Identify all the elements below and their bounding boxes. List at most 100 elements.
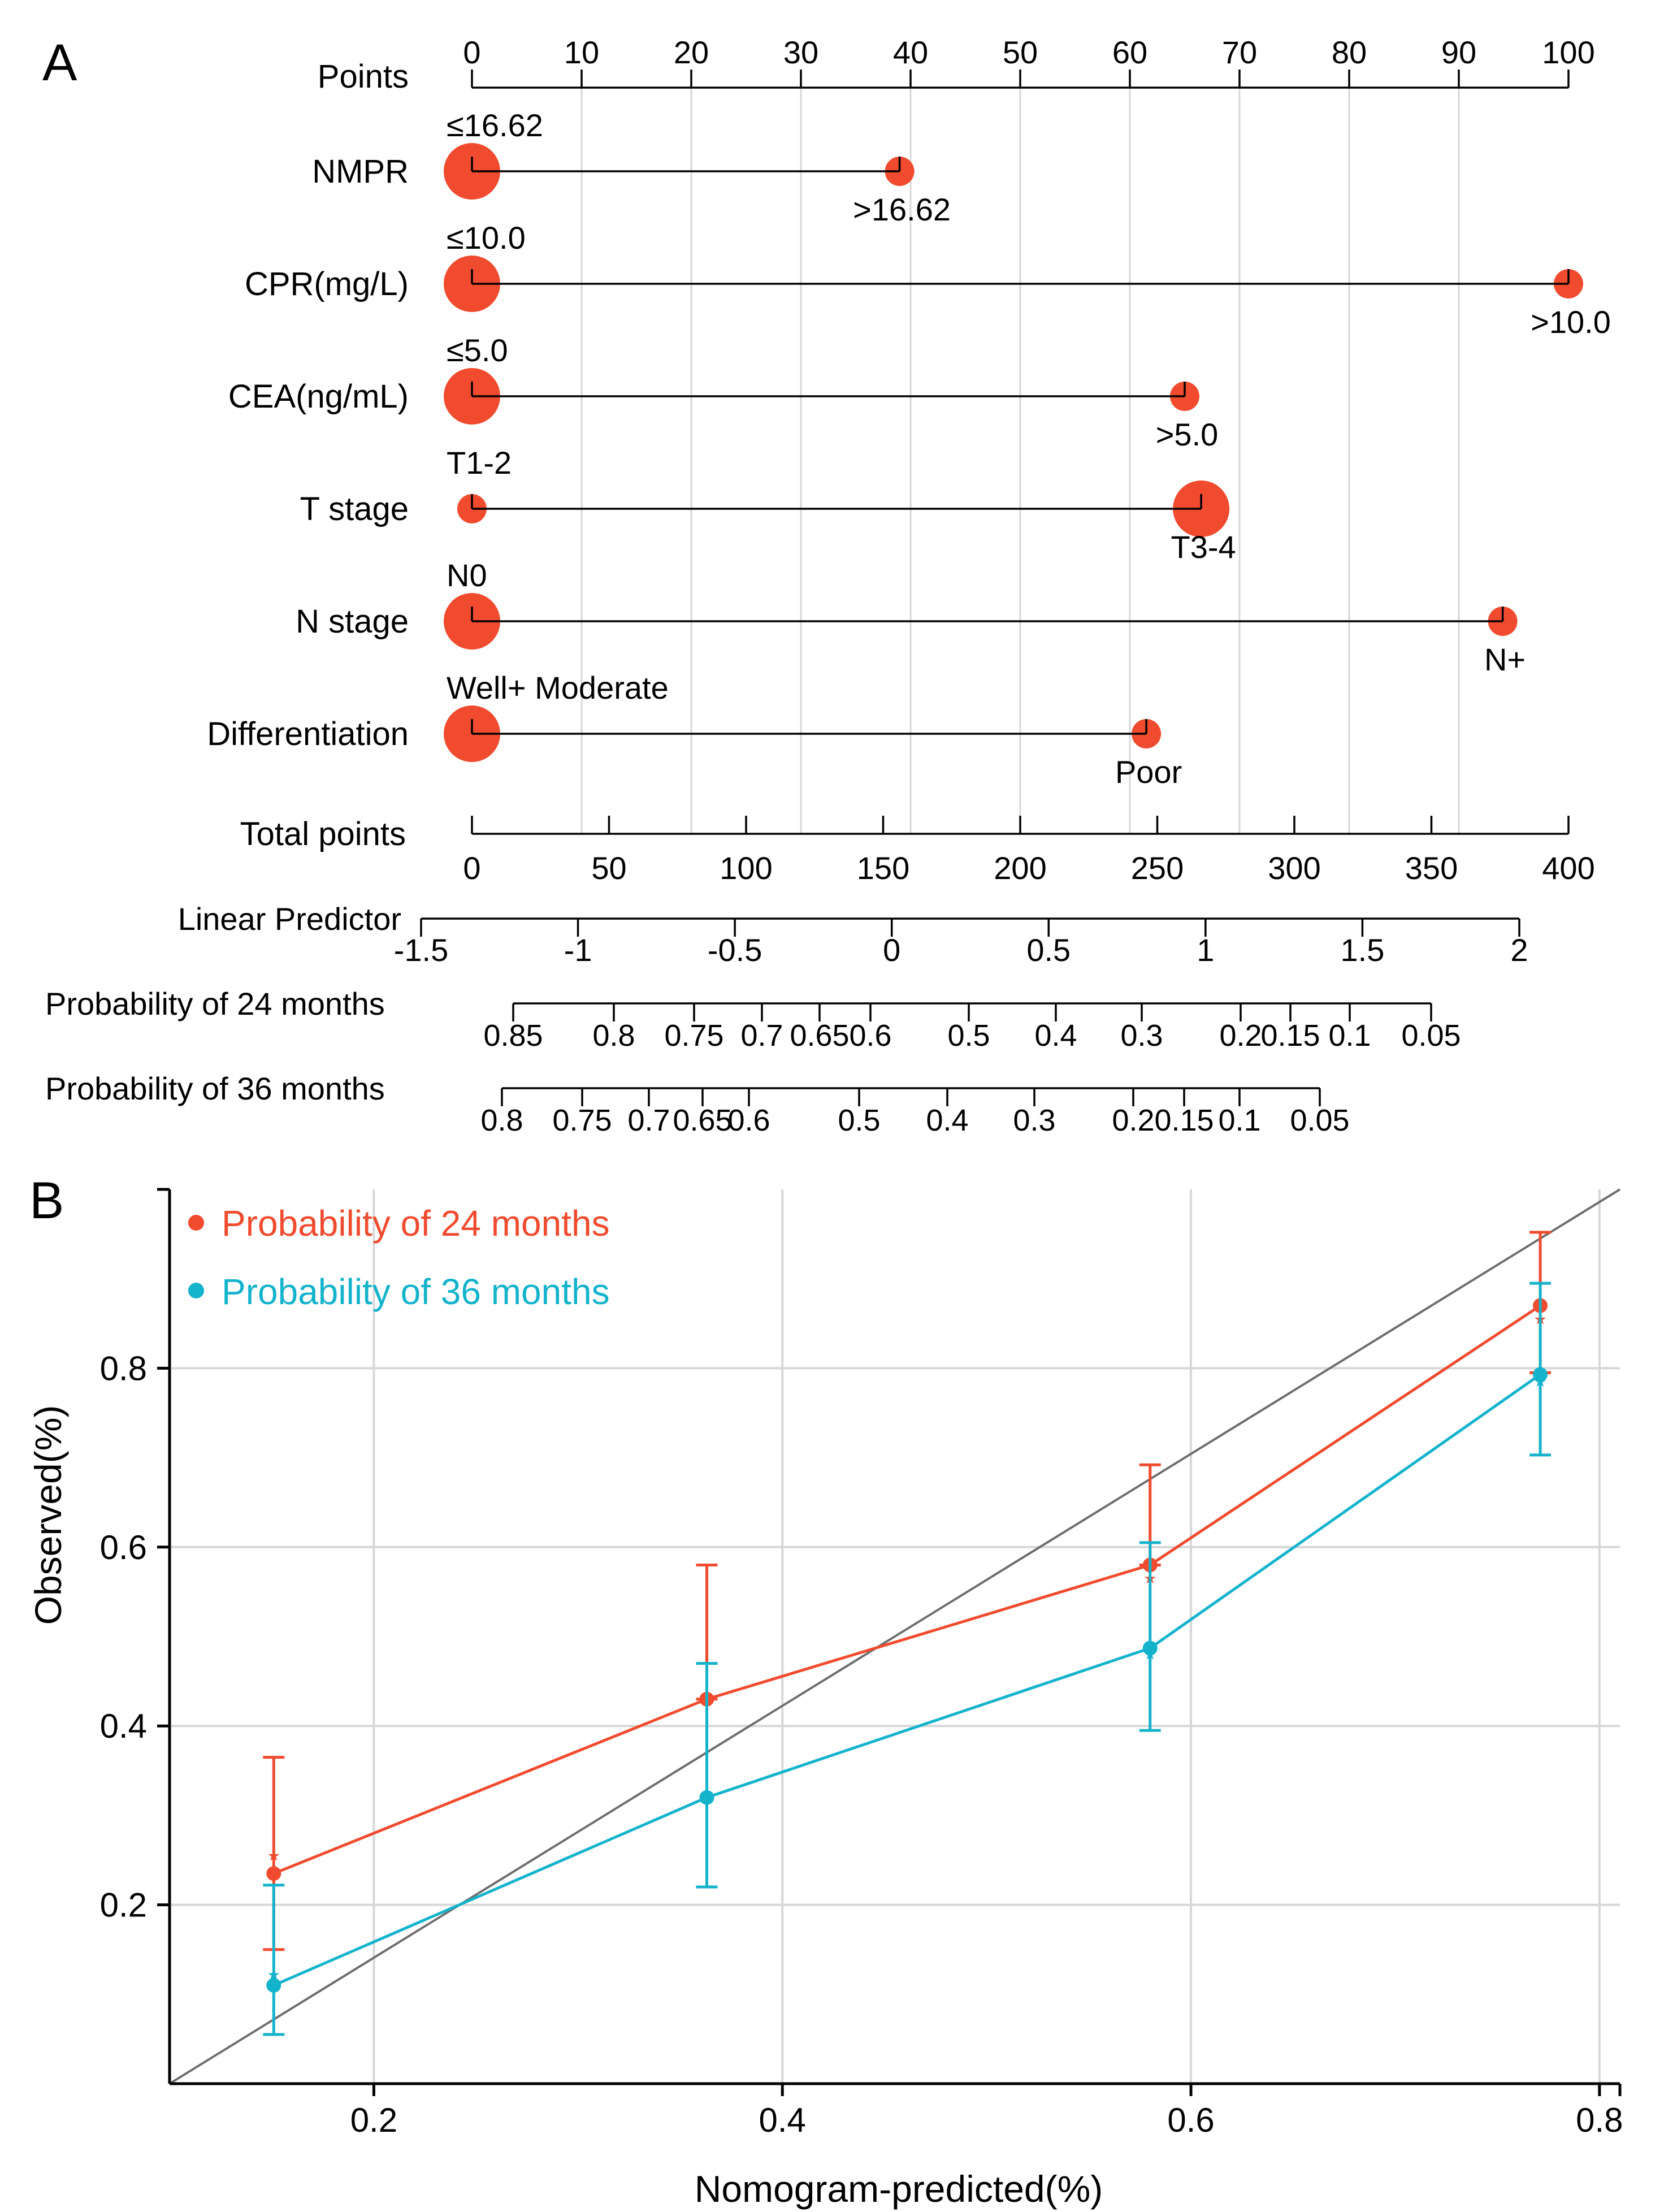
linear-predictor-axis-tick-label: -1 [564,932,592,968]
prob36-axis-tick-label: 0.5 [838,1103,880,1137]
total-points-axis-tick-label: 200 [994,850,1046,886]
legend-label-36: Probability of 36 months [222,1271,610,1312]
prob24-axis-tick-label: 0.4 [1034,1019,1077,1053]
y-tick-label: 0.2 [100,1886,147,1924]
y-tick-label: 0.8 [100,1349,147,1387]
prob24-axis-tick-label: 0.6 [849,1019,891,1053]
points-axis-tick-label: 20 [674,34,709,70]
nomogram-panel: A Points 0 10 20 30 40 50 60 70 80 90 100 NMPR≤16.… [42,34,1611,1137]
prob24-axis: 0.85 0.8 0.75 0.7 0.65 0.6 0.5 0.4 0.3 0.20.15 0.1… [483,1002,1461,1053]
prob24-axis-tick-label: 0.65 [790,1019,849,1053]
star-marker: ★ [267,1847,280,1864]
linear-predictor-axis-tick-label: 1.5 [1340,932,1384,968]
data-point [699,1790,714,1805]
prob36-axis-tick-label: 0.65 [673,1103,732,1137]
prob24-axis-tick-label: 0.85 [483,1019,543,1053]
total-points-axis-tick-label: 350 [1405,850,1458,886]
y-axis-label: Observed(%) [27,1405,69,1625]
variable-name: CEA(ng/mL) [228,378,409,415]
linear-predictor-label: Linear Predictor [178,901,401,937]
total-points-axis-tick-label: 50 [591,850,626,886]
calibration-axes: 0.2 0.4 0.6 0.8 0.2 0.4 0.6 0.8 [100,1188,1623,2139]
level-label-low: ≤16.62 [447,107,543,143]
level-label-low: ≤5.0 [447,332,508,368]
prob36-axis-tick-label: 0.3 [1013,1103,1055,1137]
points-axis-tick-label: 0 [463,34,480,70]
linear-predictor-axis-tick-label: 0.5 [1026,932,1071,968]
data-point [1142,1640,1158,1656]
variable-name: CPR(mg/L) [245,266,409,302]
panel-b-letter: B [29,1172,64,1230]
x-tick-label: 0.4 [759,2101,806,2139]
linear-predictor-axis: -1.5 -1 -0.5 0 0.5 1 1.5 2 [394,917,1528,968]
prob24-axis-tick-label: 0.3 [1120,1019,1163,1053]
points-axis-label: Points [318,58,409,95]
legend-marker-36 [188,1283,204,1298]
prob24-axis-tick-label: 0.7 [740,1019,783,1053]
level-label-low: Well+ Moderate [447,670,669,705]
prob36-axis-tick-label: 0.2 [1112,1103,1154,1137]
level-label-high: Poor [1115,754,1182,790]
prob24-axis-tick-label: 0.2 [1219,1019,1262,1053]
level-label-high: >10.0 [1531,304,1611,340]
level-label-high: >16.62 [853,192,951,227]
points-axis-tick-label: 90 [1441,34,1476,70]
prob36-axis-tick-label: 0.15 [1154,1103,1214,1137]
points-axis-tick-label: 40 [893,34,928,70]
nomogram-variables: NMPR ≤16.62 >16.62 CPR(mg/L) ≤10.0 >10.0 CEA(n… [207,107,1611,790]
calibration-panel: B ★★★★★★★★ 0.2 0.4 0.6 0.8 0.2 0.4 0.6 0.8 Prob… [27,1172,1623,2210]
linear-predictor-axis-tick-label: -1.5 [394,932,449,968]
prob36-axis-tick-label: 0.05 [1290,1103,1349,1137]
prob24-axis-tick-label: 0.15 [1260,1019,1320,1053]
prob24-axis-tick-label: 0.05 [1401,1019,1461,1053]
total-points-axis-tick-label: 400 [1542,850,1594,886]
total-points-axis-tick-label: 0 [463,850,480,886]
x-tick-label: 0.8 [1576,2101,1623,2139]
x-tick-label: 0.2 [350,2101,397,2139]
prob36-axis-tick-label: 0.7 [627,1103,670,1137]
points-axis-tick-label: 30 [783,34,818,70]
linear-predictor-axis-tick-label: 0 [883,932,900,968]
prob24-axis-tick-label: 0.75 [664,1019,723,1053]
total-points-axis: 0 50 100 150 200 250 300 350 400 [463,816,1595,886]
prob36-axis-tick-label: 0.8 [480,1103,523,1137]
points-axis-tick-label: 50 [1003,34,1038,70]
nomogram-gridlines [580,88,1460,834]
variable-name: T stage [300,491,409,527]
level-label-high: T3-4 [1171,529,1236,565]
prob24-axis-tick-label: 0.1 [1328,1019,1371,1053]
points-axis-tick-label: 10 [564,34,599,70]
linear-predictor-axis-tick-label: 1 [1197,932,1214,968]
points-axis-tick-label: 60 [1112,34,1147,70]
prob24-axis-tick-label: 0.8 [592,1019,635,1053]
level-label-high: N+ [1484,642,1526,677]
level-label-low: T1-2 [447,445,512,481]
level-label-low: N0 [447,557,487,593]
variable-name: Differentiation [207,716,409,752]
variable-name: N stage [296,603,409,640]
data-point [266,1866,281,1881]
total-points-axis-tick-label: 250 [1131,850,1184,886]
level-label-high: >5.0 [1156,417,1219,452]
reference-diagonal-line [168,1188,1621,2085]
total-points-axis-tick-label: 300 [1268,850,1320,886]
data-point [266,1977,281,1993]
calibration-series: ★★★★★★★★ [263,1231,1552,2036]
prob24-axis-tick-label: 0.5 [947,1019,990,1053]
prob36-axis-tick-label: 0.1 [1218,1103,1260,1137]
prob36-axis-tick-label: 0.4 [926,1103,968,1137]
series-line-36 [273,1373,1541,1987]
prob36-axis-tick-label: 0.75 [552,1103,612,1137]
prob24-axis-label: Probability of 24 months [45,986,385,1021]
points-axis-tick-label: 100 [1542,34,1594,70]
linear-predictor-axis-tick-label: 2 [1510,932,1528,968]
variable-name: NMPR [312,153,409,190]
total-points-axis-tick-label: 100 [720,850,772,886]
points-axis-tick-label: 80 [1332,34,1367,70]
total-points-label: Total points [240,816,406,852]
series-line-24 [273,1304,1541,1875]
prob36-axis-tick-label: 0.6 [727,1103,770,1137]
y-tick-label: 0.6 [100,1529,147,1566]
total-points-axis-tick-label: 150 [857,850,909,886]
linear-predictor-axis-tick-label: -0.5 [708,932,762,968]
